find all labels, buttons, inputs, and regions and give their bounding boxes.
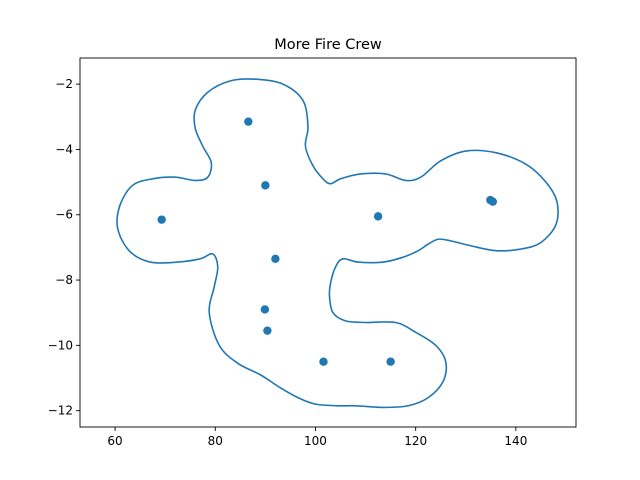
scatter-point-10	[386, 357, 395, 366]
scatter-point-7	[260, 305, 270, 314]
scatter-point-6	[271, 254, 280, 264]
chart-title: More Fire Crew	[274, 37, 382, 53]
scatter-point-1	[261, 181, 270, 190]
plot-frame	[79, 57, 577, 428]
scatter-point-8	[263, 326, 272, 335]
axis-layer: 60 80 100 120 140 −2 −4 −6 −8 −10 −12	[48, 57, 577, 448]
y-tick-label-1: −4	[55, 142, 73, 156]
boundary-curve	[116, 78, 559, 409]
scatter-point-3	[373, 212, 383, 221]
y-tick-label-3: −8	[55, 273, 73, 287]
y-tick-label-2: −6	[55, 208, 73, 222]
x-tick-label-2: 100	[304, 434, 327, 448]
x-tick-label-1: 80	[208, 434, 223, 448]
x-tick-label-0: 60	[107, 434, 122, 448]
x-tick-label-4: 140	[504, 434, 527, 448]
y-tick-label-5: −12	[48, 404, 73, 418]
scatter-point-0	[244, 117, 253, 126]
scatter-point-2	[157, 215, 166, 224]
y-tick-label-4: −10	[48, 338, 73, 352]
scatter-point-9	[319, 357, 328, 366]
scatter-point-5	[488, 197, 498, 206]
plot-layer	[116, 78, 559, 409]
x-tick-label-3: 120	[404, 434, 427, 448]
y-tick-label-0: −2	[55, 77, 73, 91]
